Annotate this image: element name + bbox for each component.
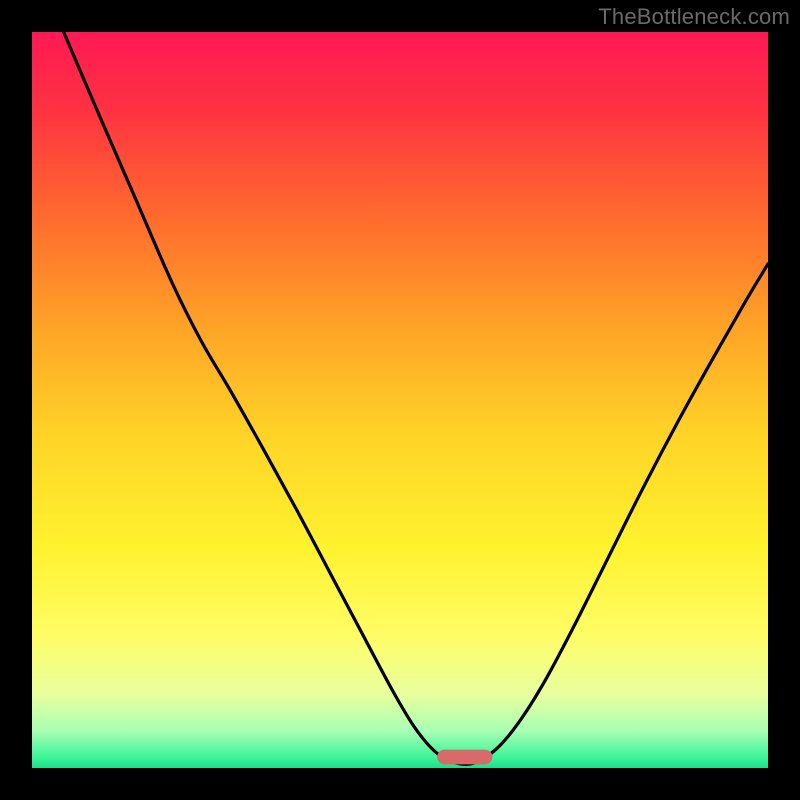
watermark-text: TheBottleneck.com	[598, 4, 790, 30]
plot-area	[32, 32, 768, 768]
optimal-marker	[437, 750, 492, 765]
gradient-curve-chart	[0, 0, 800, 800]
chart-container: TheBottleneck.com	[0, 0, 800, 800]
